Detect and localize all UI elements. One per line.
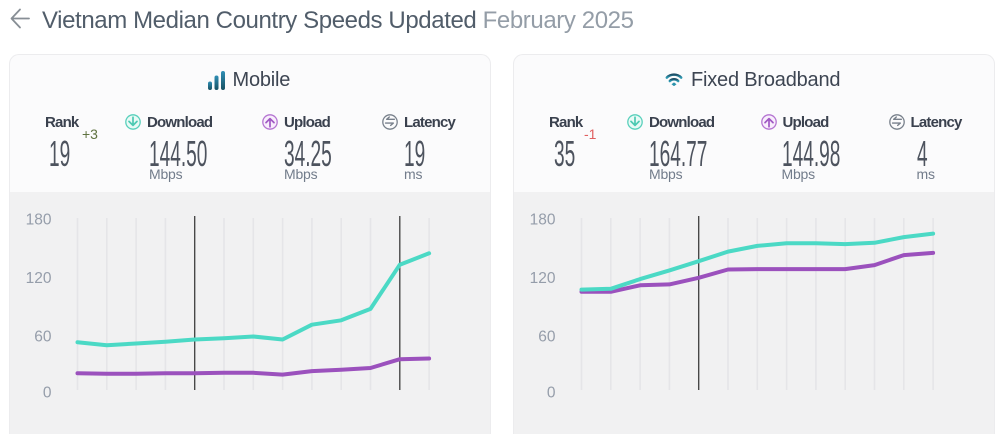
svg-text:180: 180 — [530, 211, 556, 228]
svg-text:60: 60 — [538, 328, 556, 345]
svg-text:60: 60 — [34, 328, 52, 345]
svg-text:0: 0 — [43, 384, 52, 401]
svg-text:0: 0 — [547, 384, 556, 401]
svg-text:180: 180 — [26, 211, 52, 228]
svg-text:120: 120 — [530, 270, 556, 287]
svg-text:120: 120 — [26, 270, 52, 287]
